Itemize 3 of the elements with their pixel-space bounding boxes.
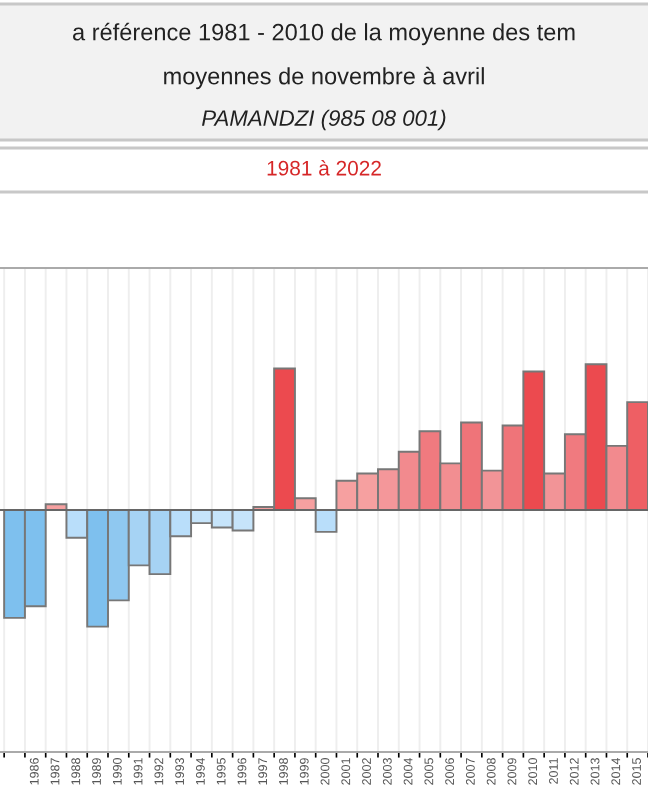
chart-subtitle: PAMANDZI (985 08 001)	[202, 109, 446, 131]
text: 1981 à 2022	[267, 160, 381, 176]
chart-title: a référence 1981 - 2010 de la moyenne des tem moyennes de novembre à avril	[73, 22, 575, 90]
